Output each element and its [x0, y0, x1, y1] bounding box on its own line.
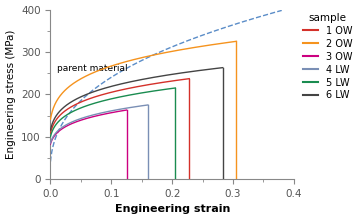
Legend: 1 OW, 2 OW, 3 OW, 4 LW, 5 LW, 6 LW: 1 OW, 2 OW, 3 OW, 4 LW, 5 LW, 6 LW — [301, 11, 354, 103]
Text: parent material: parent material — [57, 64, 127, 73]
Y-axis label: Engineering stress (MPa): Engineering stress (MPa) — [5, 30, 15, 159]
X-axis label: Engineering strain: Engineering strain — [114, 204, 230, 214]
